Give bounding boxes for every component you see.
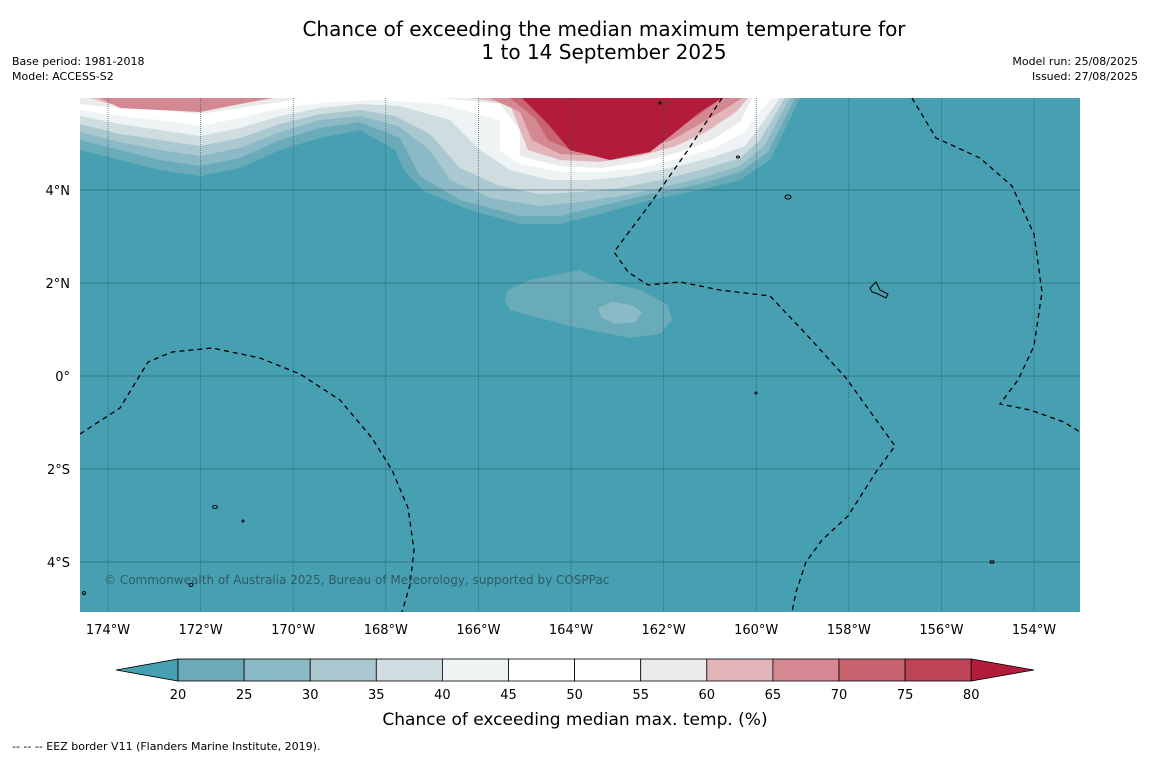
colorbar: 20 25 30 35 40 45 50 55 60 65 70 75 80 — [115, 658, 1035, 703]
colorbar-swatch — [441, 658, 509, 682]
longitude-labels: 174°W 172°W 170°W 168°W 166°W 164°W 162°W 160°W… — [86, 623, 1056, 638]
colorbar-swatch — [375, 658, 443, 682]
colorbar-swatch — [706, 658, 774, 682]
base-period: Base period: 1981-2018 — [12, 55, 145, 68]
longitude-label: 170°W — [271, 623, 315, 638]
colorbar-swatch — [309, 658, 377, 682]
colorbar-tick-label: 75 — [897, 688, 914, 703]
contour-patch-30 — [598, 302, 642, 324]
colorbar-swatch — [640, 658, 708, 682]
latitude-label: 0° — [55, 370, 70, 385]
longitude-label: 158°W — [827, 623, 871, 638]
latitude-label: 4°S — [47, 556, 70, 571]
island-8 — [754, 391, 758, 395]
island-7 — [658, 101, 662, 105]
island-5 — [241, 519, 245, 523]
island-kiritimati — [869, 281, 889, 299]
island-4 — [989, 560, 995, 564]
longitude-label: 162°W — [642, 623, 686, 638]
colorbar-tick-label: 20 — [170, 688, 187, 703]
island-3 — [188, 583, 194, 587]
copyright-notice: © Commonwealth of Australia 2025, Bureau… — [104, 573, 609, 587]
colorbar-tick-label: 40 — [434, 688, 451, 703]
map-title: Chance of exceeding the median maximum t… — [0, 18, 1150, 64]
colorbar-swatch — [508, 658, 575, 682]
colorbar-swatch — [838, 658, 906, 682]
colorbar-tick-label: 80 — [963, 688, 980, 703]
colorbar-swatch — [772, 658, 840, 682]
colorbar-tick-label: 55 — [632, 688, 649, 703]
colorbar-swatch — [243, 658, 311, 682]
map-title-line1: Chance of exceeding the median maximum t… — [302, 17, 906, 41]
eez-border-kiribati-gilbert — [80, 347, 415, 612]
island-1 — [784, 194, 792, 200]
colorbar-tick-label: 60 — [699, 688, 716, 703]
colorbar-tick-label: 25 — [236, 688, 253, 703]
map-title-line2: 1 to 14 September 2025 — [481, 40, 727, 64]
longitude-label: 156°W — [919, 623, 963, 638]
longitude-label: 166°W — [456, 623, 500, 638]
longitude-label: 160°W — [734, 623, 778, 638]
longitude-label: 164°W — [549, 623, 593, 638]
map-area: © Commonwealth of Australia 2025, Bureau… — [80, 98, 1080, 612]
colorbar-extend-high — [970, 658, 1035, 682]
colorbar-swatch — [574, 658, 642, 682]
colorbar-swatch — [177, 658, 245, 682]
issued-date: Issued: 27/08/2025 — [1031, 70, 1138, 83]
island-2 — [212, 505, 218, 509]
latitude-labels: 4°N 2°N 0° 2°S 4°S — [46, 184, 71, 571]
meta-left: Base period: 1981-2018 Model: ACCESS-S2 — [12, 54, 144, 84]
model-name: Model: ACCESS-S2 — [12, 70, 114, 83]
meta-right: Model run: 25/08/2025 Issued: 27/08/2025 — [1012, 54, 1138, 84]
latitude-label: 2°S — [47, 463, 70, 478]
contour-band-80 — [522, 98, 722, 160]
colorbar-tick-label: 70 — [831, 688, 848, 703]
colorbar-extend-low — [115, 658, 179, 682]
colorbar-tick-label: 65 — [765, 688, 782, 703]
latitude-label: 2°N — [46, 277, 71, 292]
colorbar-label: Chance of exceeding median max. temp. (%… — [382, 710, 768, 730]
colorbar-swatch — [904, 658, 972, 682]
colorbar-tick-label: 45 — [500, 688, 517, 703]
colorbar-tick-label: 35 — [368, 688, 385, 703]
graticule — [80, 98, 1080, 612]
longitude-label: 174°W — [86, 623, 130, 638]
island-9 — [82, 591, 86, 595]
island-6 — [736, 155, 740, 159]
eez-borders — [80, 98, 1080, 612]
latitude-label: 4°N — [46, 184, 71, 199]
islands — [82, 101, 995, 595]
colorbar-tick-label: 30 — [302, 688, 319, 703]
longitude-label: 168°W — [364, 623, 408, 638]
colorbar-tick-label: 50 — [566, 688, 583, 703]
eez-footnote: -- -- -- EEZ border V11 (Flanders Marine… — [12, 740, 321, 753]
model-run: Model run: 25/08/2025 — [1012, 55, 1138, 68]
longitude-label: 154°W — [1012, 623, 1056, 638]
eez-border-line-islands-west — [613, 98, 896, 612]
longitude-label: 172°W — [179, 623, 223, 638]
eez-border-line-islands-east — [911, 98, 1080, 433]
